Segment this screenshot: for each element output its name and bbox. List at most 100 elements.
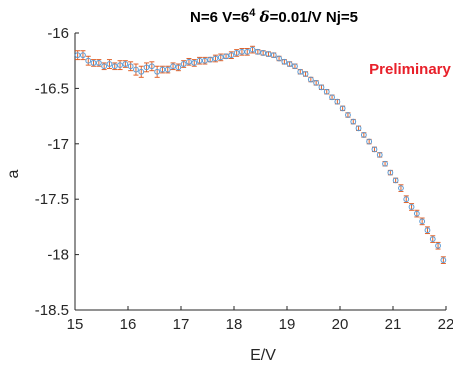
data-point bbox=[233, 50, 240, 56]
data-point bbox=[429, 236, 436, 242]
data-point bbox=[360, 132, 367, 138]
error-bar bbox=[149, 61, 155, 72]
data-point bbox=[138, 68, 145, 75]
data-point bbox=[122, 61, 129, 67]
x-axis-ticks: 15 16 17 18 19 20 21 22 bbox=[67, 306, 453, 333]
error-bar bbox=[138, 65, 144, 78]
data-point bbox=[170, 63, 176, 70]
data-point bbox=[201, 57, 208, 64]
data-point bbox=[424, 227, 431, 234]
x-tick-label: 15 bbox=[67, 316, 84, 333]
data-point bbox=[276, 55, 282, 62]
data-point bbox=[260, 50, 267, 56]
data-point bbox=[392, 177, 399, 184]
y-tick-label: -16.5 bbox=[35, 80, 69, 97]
data-point bbox=[350, 118, 357, 125]
x-tick-label: 21 bbox=[385, 316, 402, 333]
y-tick-label: -16 bbox=[47, 25, 69, 42]
data-point bbox=[117, 62, 123, 69]
x-tick-label: 22 bbox=[438, 316, 453, 333]
error-bar bbox=[75, 50, 81, 61]
data-point bbox=[180, 61, 187, 67]
data-point bbox=[249, 46, 256, 53]
y-tick-label: -17.5 bbox=[35, 191, 69, 208]
preliminary-annotation: Preliminary bbox=[369, 61, 451, 78]
data-point bbox=[297, 68, 304, 75]
data-point bbox=[191, 60, 198, 66]
data-point bbox=[413, 210, 420, 217]
data-point bbox=[355, 125, 362, 132]
x-tick-label: 17 bbox=[173, 316, 190, 333]
data-point bbox=[345, 112, 351, 118]
data-point bbox=[212, 55, 219, 62]
chart-title: N=6 V=64 δ=0.01/V Nj=5 bbox=[190, 7, 358, 26]
x-tick-label: 20 bbox=[332, 316, 349, 333]
x-tick-label: 19 bbox=[279, 316, 296, 333]
chart-title-exponent: 4 bbox=[249, 7, 256, 19]
data-point bbox=[80, 52, 86, 59]
data-point bbox=[217, 54, 224, 61]
error-bars bbox=[75, 45, 446, 264]
data-point bbox=[270, 52, 277, 59]
data-point bbox=[265, 51, 272, 57]
data-point bbox=[302, 71, 309, 77]
data-point bbox=[408, 204, 415, 210]
data-point bbox=[286, 61, 293, 67]
error-bar bbox=[85, 55, 91, 66]
error-bar bbox=[80, 50, 86, 61]
data-point bbox=[101, 63, 108, 70]
data-point bbox=[85, 57, 92, 64]
data-point bbox=[254, 48, 261, 55]
data-point bbox=[366, 138, 373, 145]
data-point bbox=[435, 242, 441, 249]
plot-area: 15 16 17 18 19 20 21 22 -16 -16.5 -17 -17.5 -18 -18.… bbox=[35, 25, 453, 333]
data-point bbox=[127, 63, 134, 70]
data-point bbox=[339, 105, 346, 112]
data-point bbox=[175, 64, 182, 71]
data-point bbox=[111, 63, 118, 70]
data-markers bbox=[74, 46, 447, 264]
data-point bbox=[334, 98, 341, 105]
data-point bbox=[398, 185, 404, 192]
data-point bbox=[371, 146, 378, 153]
data-point bbox=[148, 63, 155, 70]
data-point bbox=[318, 84, 325, 91]
data-point bbox=[307, 76, 314, 83]
chart-title-delta: δ bbox=[259, 8, 270, 26]
data-point bbox=[323, 88, 330, 95]
data-point bbox=[164, 66, 171, 73]
chart-title-main: N=6 V=6 bbox=[190, 9, 249, 26]
data-point bbox=[419, 218, 426, 225]
error-bar bbox=[144, 62, 150, 73]
x-tick-label: 18 bbox=[226, 316, 243, 333]
error-bar bbox=[106, 59, 112, 69]
x-tick-label: 16 bbox=[120, 316, 137, 333]
y-axis-label: a bbox=[5, 169, 22, 178]
y-tick-label: -18 bbox=[47, 247, 69, 264]
data-point bbox=[228, 52, 235, 59]
y-tick-label: -18.5 bbox=[35, 302, 69, 319]
data-point bbox=[313, 79, 320, 86]
error-bar bbox=[154, 65, 160, 78]
x-axis-label: E/V bbox=[250, 347, 276, 364]
data-point bbox=[292, 63, 298, 70]
data-point bbox=[382, 160, 388, 167]
data-point bbox=[207, 56, 214, 63]
data-point bbox=[186, 58, 192, 65]
data-point bbox=[387, 169, 394, 176]
data-point bbox=[223, 53, 229, 60]
chart-title-rest: =0.01/V Nj=5 bbox=[270, 9, 358, 26]
error-bar bbox=[128, 61, 134, 72]
data-point bbox=[244, 48, 251, 55]
data-point bbox=[133, 66, 139, 73]
data-point bbox=[154, 68, 161, 75]
data-point bbox=[143, 64, 150, 71]
data-point bbox=[329, 94, 335, 101]
data-point bbox=[376, 151, 383, 158]
data-point bbox=[440, 257, 447, 264]
y-tick-label: -17 bbox=[47, 136, 69, 153]
y-axis-ticks: -16 -16.5 -17 -17.5 -18 -18.5 bbox=[35, 25, 79, 319]
data-point bbox=[403, 196, 410, 203]
data-point bbox=[95, 60, 102, 66]
